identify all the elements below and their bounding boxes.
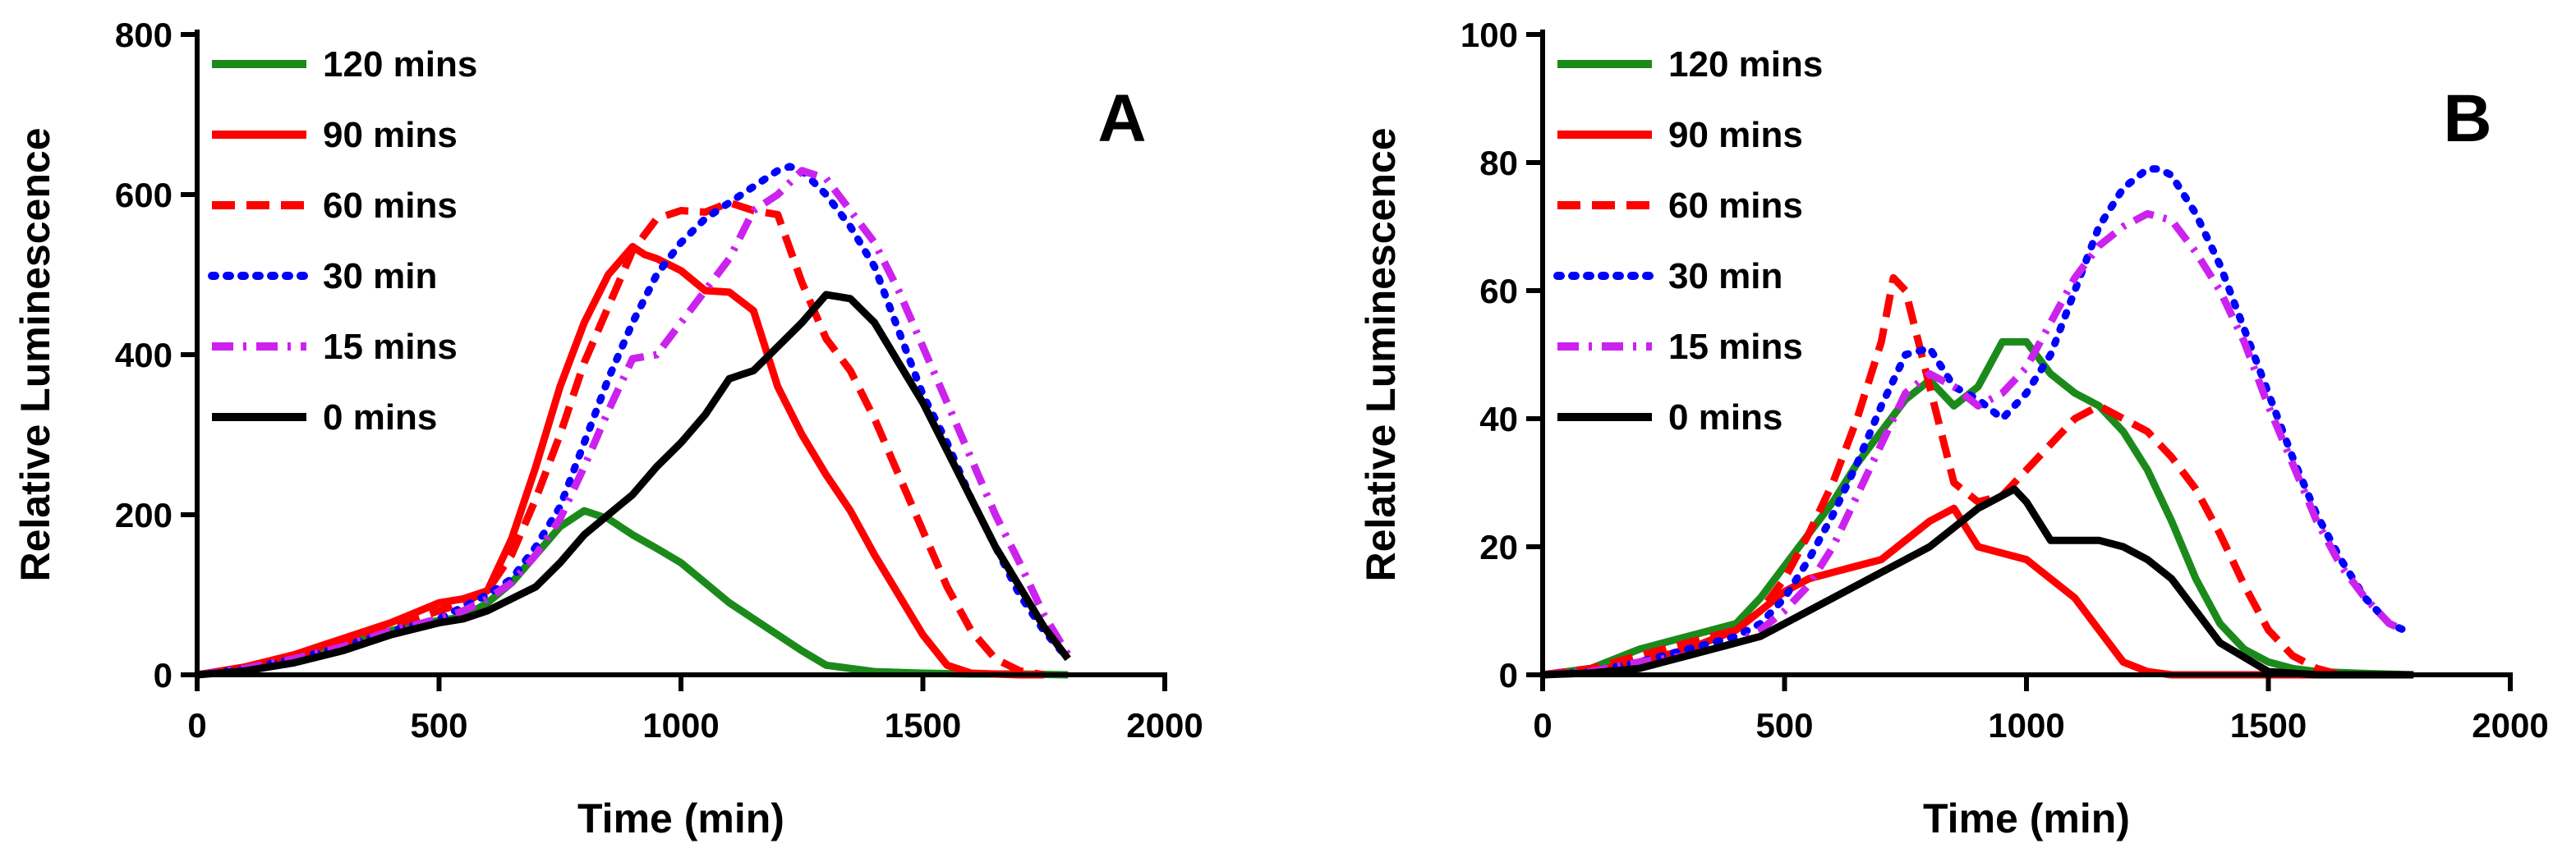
y-tick-label: 600	[115, 176, 172, 214]
x-tick-label: 2000	[2472, 706, 2548, 745]
panel-label: A	[1097, 81, 1146, 156]
legend-label: 15 mins	[323, 327, 458, 367]
x-axis-label: Time (min)	[1923, 796, 2130, 841]
series-line-0	[1542, 337, 2414, 679]
legend-label: 90 mins	[323, 115, 458, 155]
legend-label: 60 mins	[1668, 186, 1803, 226]
y-tick-label: 20	[1479, 528, 1518, 566]
y-axis-label: Relative Luminescence	[12, 127, 58, 581]
series-line-2	[196, 199, 1045, 679]
y-tick-label: 400	[115, 336, 172, 374]
y-tick-label: 40	[1479, 400, 1518, 438]
legend-label: 120 mins	[323, 44, 477, 85]
y-tick-label: 800	[115, 16, 172, 54]
y-tick-label: 60	[1479, 272, 1518, 310]
legend-label: 30 min	[1668, 256, 1782, 296]
y-axis-label: Relative Luminescence	[1358, 127, 1404, 581]
y-tick-label: 100	[1460, 16, 1518, 54]
legend-label: 120 mins	[1668, 44, 1823, 85]
y-tick-label: 0	[1499, 656, 1518, 695]
x-tick-label: 500	[1755, 706, 1813, 745]
legend-label: 0 mins	[1668, 397, 1782, 438]
series-line-2	[1542, 273, 2342, 679]
series-line-3	[1539, 165, 2408, 679]
y-tick-label: 80	[1479, 144, 1518, 182]
x-tick-label: 500	[410, 706, 467, 745]
x-tick-label: 0	[187, 706, 206, 745]
panel-label: B	[2443, 81, 2491, 156]
x-tick-label: 0	[1533, 706, 1552, 745]
series-line-5	[1542, 485, 2414, 679]
series-line-4	[1542, 209, 2406, 679]
x-axis-label: Time (min)	[577, 796, 784, 841]
legend-label: 60 mins	[323, 186, 458, 226]
legend-label: 15 mins	[1668, 327, 1803, 367]
series-line-1	[196, 242, 1044, 679]
legend-label: 0 mins	[323, 397, 437, 438]
x-tick-label: 1000	[642, 706, 719, 745]
y-tick-label: 0	[154, 656, 172, 695]
panel-a: 0 200 400 600 800 0 500 1000 1500 2000 Time (min) R…	[12, 16, 1203, 841]
series-line-5	[196, 291, 1071, 679]
x-tick-label: 1500	[2230, 706, 2307, 745]
x-tick-label: 2000	[1126, 706, 1203, 745]
y-tick-label: 200	[115, 496, 172, 534]
x-tick-label: 1500	[885, 706, 961, 745]
x-tick-label: 1000	[1988, 706, 2064, 745]
legend-label: 30 min	[323, 256, 437, 296]
series-line-4	[196, 167, 1072, 679]
legend-label: 90 mins	[1668, 115, 1803, 155]
